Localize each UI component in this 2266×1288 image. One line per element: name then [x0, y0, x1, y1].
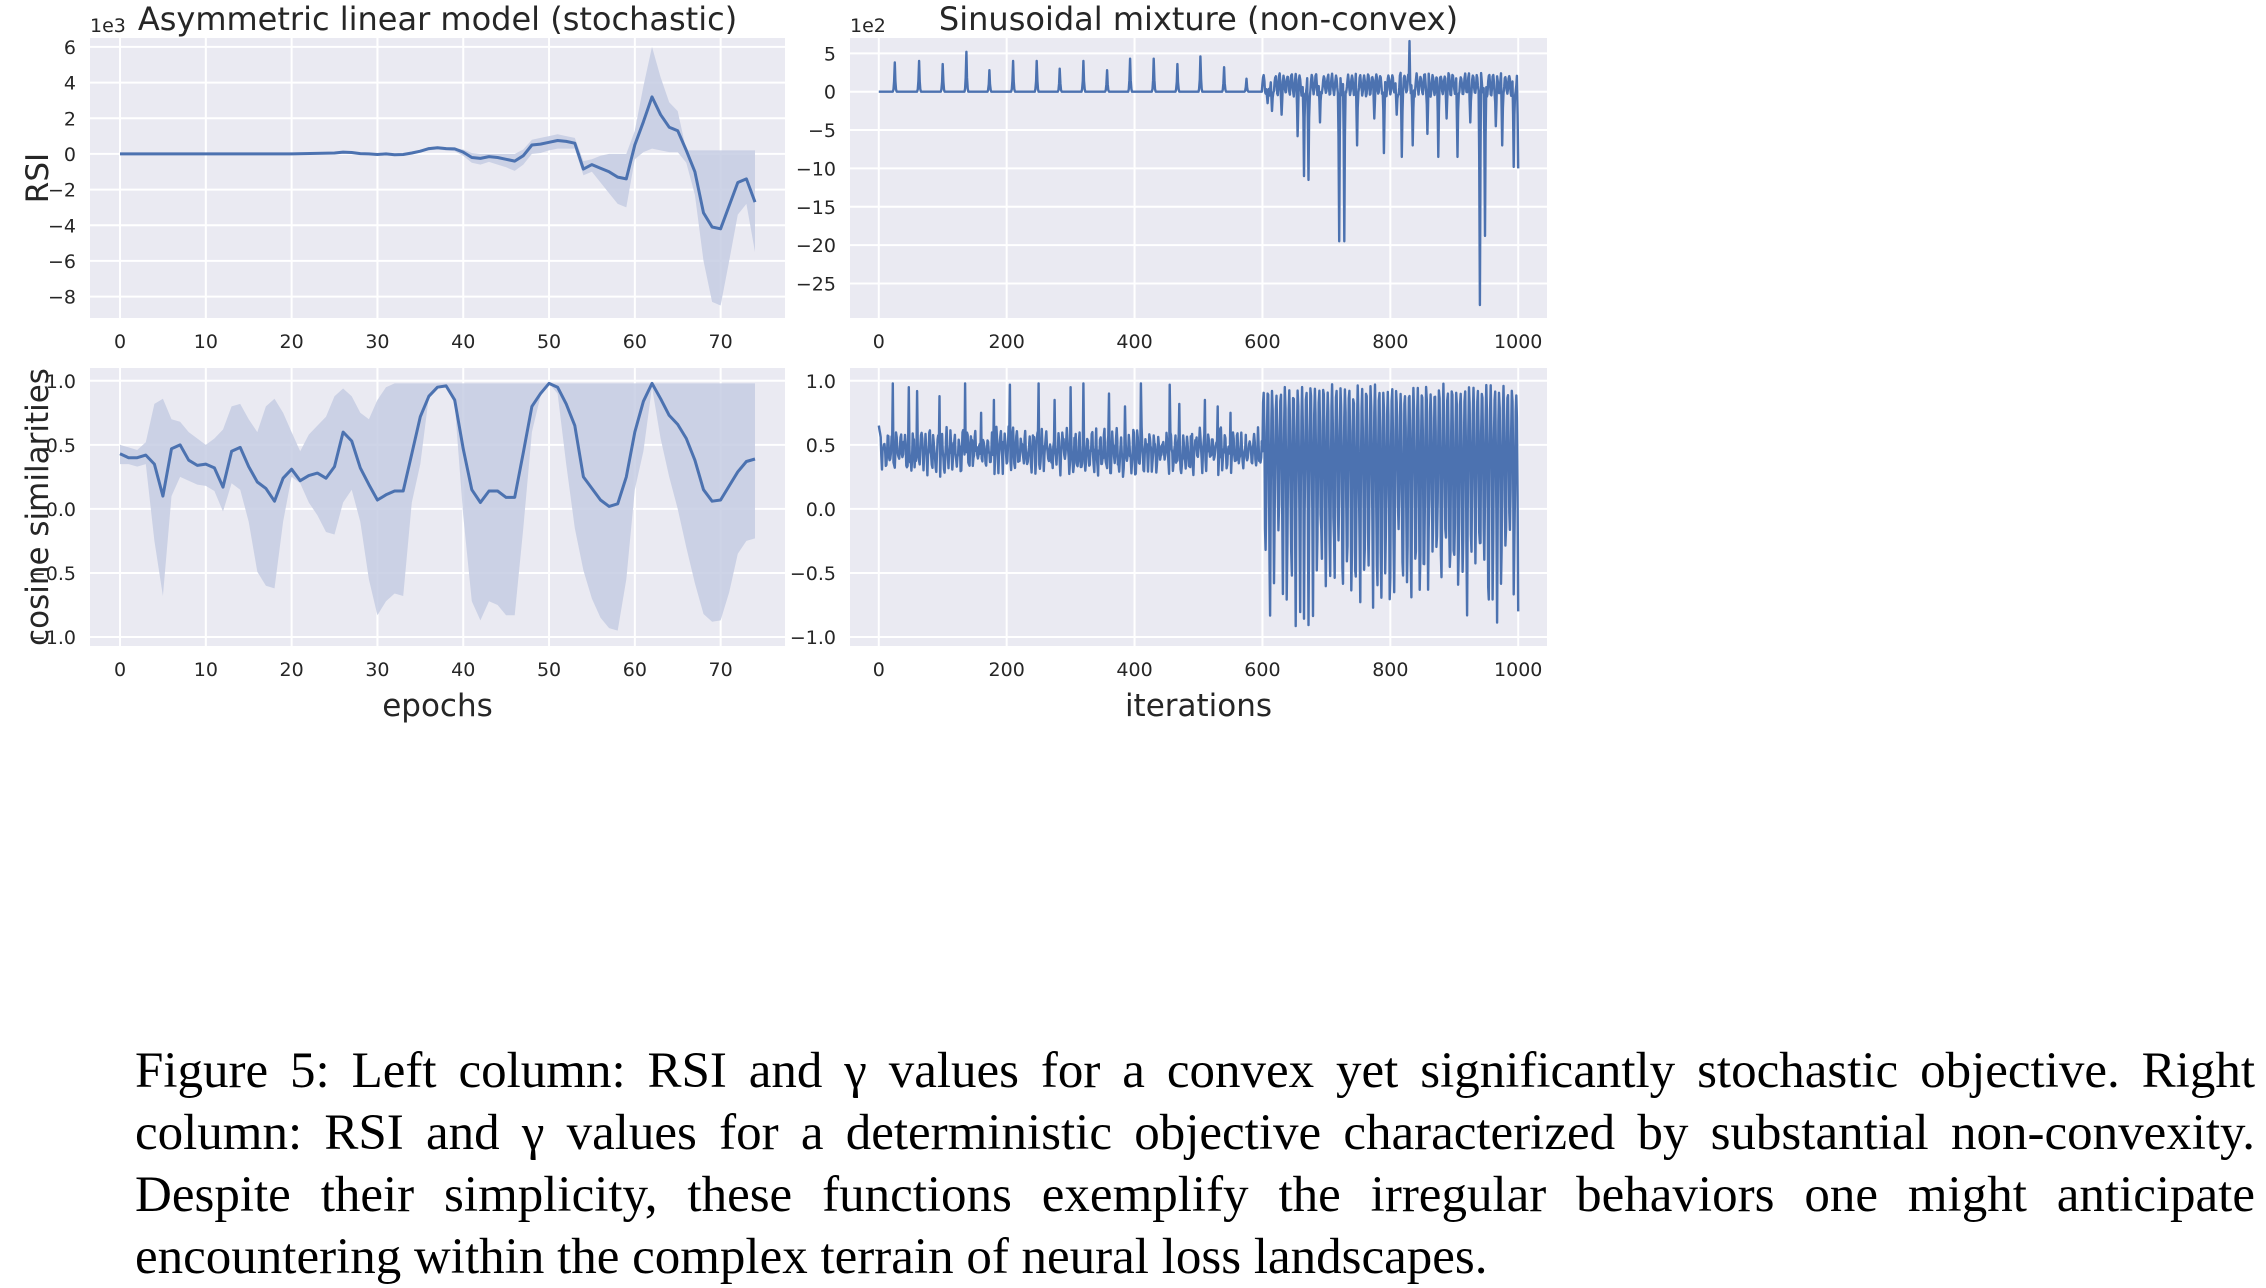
x-tick-label: 50 [537, 659, 561, 681]
x-axis-label: epochs [382, 688, 493, 724]
confidence-band [120, 383, 755, 631]
x-tick-label: 60 [623, 659, 647, 681]
y-tick-label: 6 [64, 37, 76, 59]
axis-multiplier-label: 1e3 [90, 15, 126, 37]
x-tick-label: 40 [451, 331, 475, 353]
axis-multiplier-label: 1e2 [850, 15, 886, 37]
x-tick-label: 0 [114, 659, 126, 681]
figure-caption: Figure 5: Left column: RSI and γ values … [135, 1040, 2255, 1288]
x-axis-label: iterations [1125, 688, 1272, 724]
x-tick-label: 30 [365, 331, 389, 353]
y-tick-label: 2 [64, 108, 76, 130]
y-tick-label: 0.5 [806, 435, 836, 457]
caption-line-4: encountering within the complex terrain … [135, 1229, 1488, 1285]
y-tick-label: −2 [48, 180, 76, 202]
x-tick-label: 0 [114, 331, 126, 353]
y-tick-label: −1.0 [790, 627, 836, 649]
y-tick-label: 1.0 [806, 371, 836, 393]
y-tick-label: 4 [64, 73, 76, 95]
x-tick-label: 30 [365, 659, 389, 681]
y-tick-label: −0.5 [790, 563, 836, 585]
y-tick-label: −5 [808, 120, 836, 142]
y-tick-label: −8 [48, 287, 76, 309]
y-tick-label: 5 [824, 43, 836, 65]
y-tick-label: 0 [824, 82, 836, 104]
caption-line-3: Despite their simplicity, these function… [135, 1167, 2255, 1223]
x-tick-label: 20 [280, 659, 304, 681]
y-tick-label: 0 [64, 144, 76, 166]
x-tick-label: 600 [1244, 331, 1280, 353]
chart-top-right: 0 200 400 600 800 1000 −25 −20 −15 −10 −5 0 5 Sinusoi… [796, 0, 1547, 353]
series-line [120, 95, 757, 231]
x-tick-label: 400 [1116, 331, 1152, 353]
y-tick-label: 0.0 [806, 499, 836, 521]
x-tick-label: 40 [451, 659, 475, 681]
chart-title: Asymmetric linear model (stochastic) [138, 0, 737, 38]
y-tick-label: −0.5 [30, 563, 76, 585]
y-tick-label: −20 [796, 235, 836, 257]
y-tick-label: −6 [48, 251, 76, 273]
y-tick-label: −10 [796, 158, 836, 180]
y-tick-label: −1.0 [30, 627, 76, 649]
x-tick-label: 0 [873, 331, 885, 353]
y-axis-label: cosine similarities [20, 368, 56, 646]
x-tick-label: 1000 [1494, 331, 1542, 353]
x-tick-label: 10 [194, 659, 218, 681]
y-tick-label: −25 [796, 273, 836, 295]
x-tick-label: 50 [537, 331, 561, 353]
caption-line-1: Figure 5: Left column: RSI and γ values … [135, 1043, 2255, 1099]
chart-bottom-right: 0 200 400 600 800 1000 −1.0 −0.5 0.0 0.5 1.0 iterat… [790, 368, 1547, 724]
y-tick-label: 1.0 [46, 371, 76, 393]
x-tick-label: 400 [1116, 659, 1152, 681]
x-tick-label: 20 [280, 331, 304, 353]
x-tick-label: 200 [989, 331, 1025, 353]
series-line [877, 382, 1520, 628]
series-line [119, 381, 756, 508]
x-tick-label: 60 [623, 331, 647, 353]
x-tick-label: 600 [1244, 659, 1280, 681]
x-tick-label: 0 [873, 659, 885, 681]
y-tick-label: −15 [796, 197, 836, 219]
x-tick-label: 10 [194, 331, 218, 353]
series-line [878, 39, 1520, 307]
x-tick-label: 800 [1372, 659, 1408, 681]
plot-area [90, 38, 785, 318]
chart-top-left: 0 10 20 30 40 50 60 70 −8 −6 −4 −2 0 2 4 6 Asymmetric li… [20, 0, 785, 353]
x-tick-label: 70 [709, 331, 733, 353]
chart-title: Sinusoidal mixture (non-convex) [939, 0, 1458, 38]
y-tick-label: 0.0 [46, 499, 76, 521]
x-tick-label: 70 [709, 659, 733, 681]
x-tick-label: 200 [989, 659, 1025, 681]
y-tick-label: 0.5 [46, 435, 76, 457]
x-tick-label: 1000 [1494, 659, 1542, 681]
y-tick-label: −4 [48, 215, 76, 237]
y-axis-label: RSI [20, 153, 56, 203]
x-tick-label: 800 [1372, 331, 1408, 353]
caption-line-2: column: RSI and γ values for a determini… [135, 1105, 2255, 1161]
